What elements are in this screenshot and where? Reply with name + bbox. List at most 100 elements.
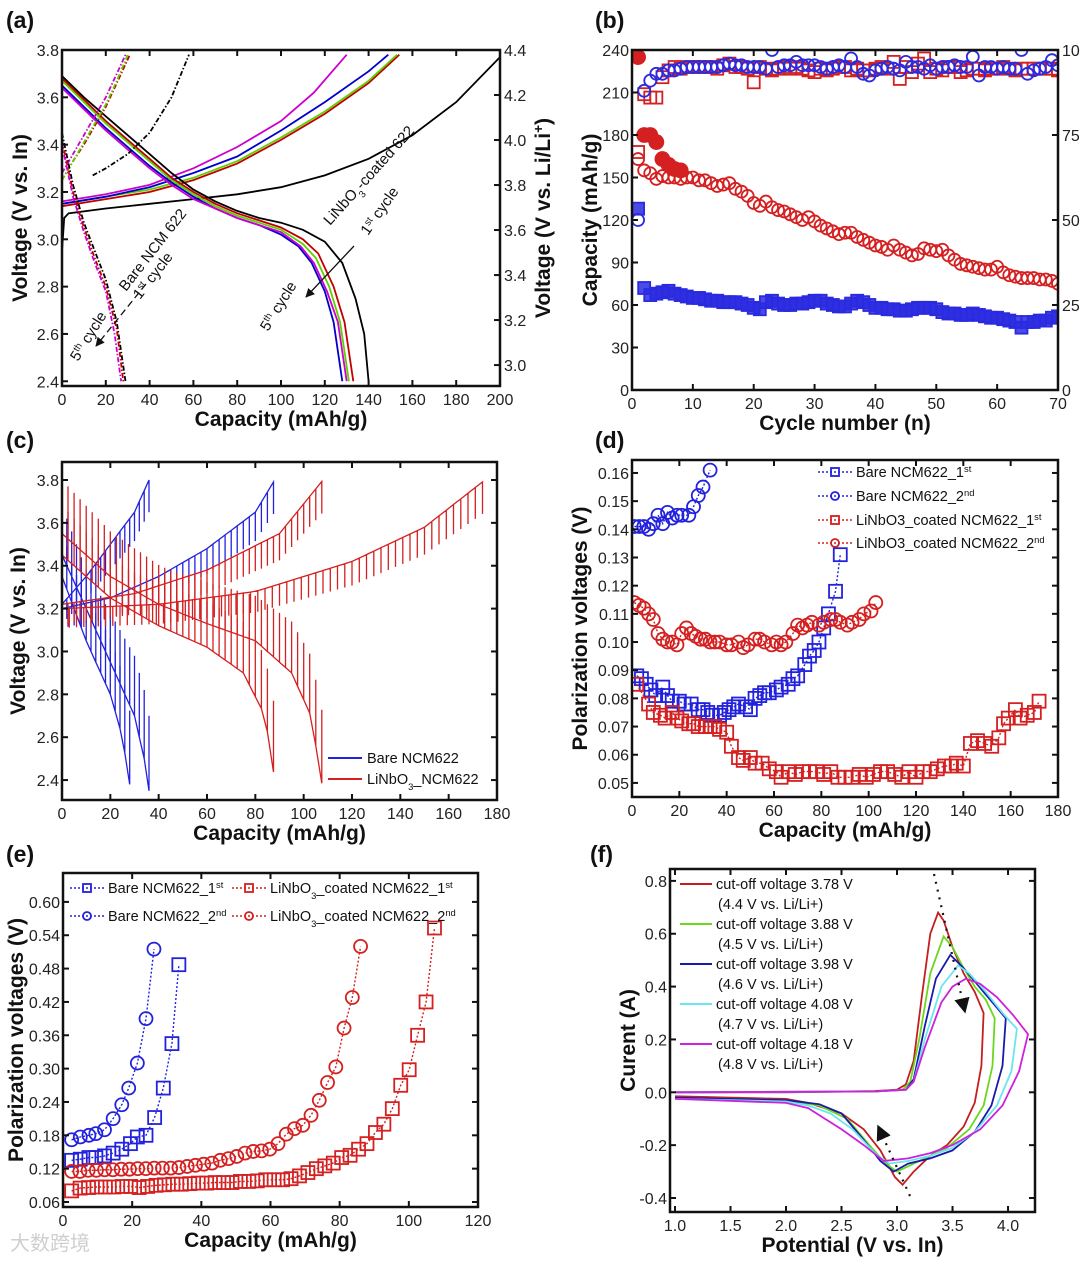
x-tick-label: 0 (58, 806, 67, 823)
series-coated-charge-cycle-2 (62, 54, 400, 208)
y-tick-label: 3.8 (37, 473, 59, 490)
series-line (674, 964, 1018, 1165)
y-axis-title: Polarization voltages (V) (569, 507, 592, 751)
y2-tick-label: 3.0 (504, 358, 526, 375)
data-point-circle (830, 538, 840, 548)
gitt-curve (62, 505, 275, 773)
data-point-circle (270, 1136, 286, 1152)
data-point-square (171, 957, 187, 973)
legend-sublabel: (4.4 V vs. Li/Li+) (718, 897, 823, 913)
data-point-square (81, 1180, 96, 1195)
x-tick-label: 20 (745, 396, 763, 413)
x-tick-label: 1.0 (664, 1218, 686, 1235)
data-point-circle (637, 83, 652, 98)
data-point-circle (693, 631, 709, 647)
annotation: 5th cycle (257, 278, 301, 334)
data-point-circle (690, 488, 706, 503)
x-tick-label: 40 (141, 392, 159, 409)
data-point-circle (204, 1155, 220, 1171)
legend-label: LiNbO3_coated NCM622_2nd (270, 907, 456, 929)
data-point-square (686, 716, 701, 732)
data-point-square (105, 1145, 121, 1161)
series-line (62, 54, 348, 203)
y-tick-label: 3.0 (37, 232, 59, 249)
series-coated-discharge-cycle-1 (62, 75, 370, 382)
y2-tick-label: 25 (1062, 298, 1080, 315)
y-tick-label: 0.08 (598, 691, 629, 708)
data-point-circle (1014, 50, 1029, 57)
y-tick-label: 180 (602, 128, 629, 145)
x-axis-title: Capacity (mAh/g) (193, 822, 366, 845)
data-point-square (359, 1136, 375, 1152)
data-point-square (283, 1171, 299, 1187)
y2-axis-title: Voltage (V vs. Li/Li+) (531, 118, 556, 318)
data-point-square (1026, 705, 1042, 720)
data-point-circle (710, 60, 725, 74)
series-coated-discharge-cycle-3 (62, 80, 350, 382)
legend-sublabel: (4.8 V vs. Li/Li+) (718, 1057, 823, 1073)
panel-label: (e) (6, 841, 34, 867)
data-point-circle (146, 1160, 162, 1176)
plot-frame (668, 867, 1037, 1214)
data-point-square (244, 883, 254, 893)
data-point-square (376, 1116, 392, 1132)
data-point-square (165, 1176, 181, 1192)
data-point-square (131, 1180, 147, 1195)
data-point-square (351, 1141, 366, 1157)
y-tick-label: 0.36 (29, 1028, 60, 1045)
data-point-square (641, 696, 656, 712)
data-point-square (182, 1176, 198, 1192)
series-linbo3-coated-ncm622-1-st- (632, 676, 1047, 785)
data-point-square (742, 702, 758, 718)
series-bare-discharge-2 (62, 531, 131, 785)
x-tick-label: 2.5 (830, 1218, 852, 1235)
data-point-square (106, 1179, 122, 1195)
plot-area (62, 54, 500, 382)
y-tick-label: 0.2 (645, 1032, 667, 1049)
data-point-circle (64, 1164, 80, 1179)
y2-tick-label: 50 (1062, 213, 1080, 230)
data-point-square (334, 1150, 350, 1165)
plot-frame (630, 48, 1060, 392)
series-line (674, 977, 1029, 1162)
x-tick-label: 80 (331, 1213, 349, 1230)
data-point-circle (650, 507, 666, 523)
series-line (71, 946, 362, 1173)
x-tick-label: 60 (198, 806, 216, 823)
x-tick-label: 1.5 (719, 1218, 741, 1235)
x-tick-label: 2.0 (775, 1218, 797, 1235)
x-tick-label: 180 (484, 806, 511, 823)
series-bare-ncm622-1-st- (64, 957, 187, 1168)
data-point-circle (129, 1055, 145, 1071)
data-point-square (746, 75, 761, 90)
series-coated-discharge-cycle-5 (62, 87, 348, 382)
data-point-circle (856, 66, 871, 81)
data-point-circle (674, 507, 690, 523)
y-tick-label: 3.4 (37, 559, 59, 576)
y-tick-label: 0 (620, 383, 629, 400)
series-coated-charge-cycle-1 (62, 56, 500, 252)
panel-f: 1.0 1.5 2.0 2.5 3.0 3.5 4.0 -0.4 -0.2 0.0 0.2 0.4 0.… (590, 841, 1037, 1257)
series-line (71, 949, 155, 1141)
data-point-square (82, 883, 92, 893)
y-tick-label: 120 (602, 213, 629, 230)
panel-d: 0 20 40 60 80 100 120 140 160 180 0.05 0.06 0.07 0.08… (569, 427, 1071, 842)
series-line (674, 934, 996, 1173)
data-point-square (811, 634, 827, 650)
y-tick-label: 0.13 (598, 550, 629, 567)
data-point-square (384, 1101, 400, 1117)
x-axis-title: Potential (V vs. In) (761, 1234, 943, 1257)
legend-label: Bare NCM622 (367, 751, 459, 767)
data-point-square (1051, 63, 1058, 78)
data-point-square (147, 1110, 163, 1125)
series-line (62, 87, 348, 382)
data-point-circle (804, 614, 820, 630)
x-tick-label: 120 (465, 1213, 492, 1230)
data-point-circle (953, 60, 968, 74)
series-line (92, 54, 190, 177)
y-tick-label: 2.6 (37, 730, 59, 747)
series-bare-discharge-cycle-5 (62, 144, 122, 382)
data-point-square (944, 758, 959, 774)
panel-label: (a) (6, 7, 34, 33)
x-tick-label: 0 (59, 1213, 68, 1230)
